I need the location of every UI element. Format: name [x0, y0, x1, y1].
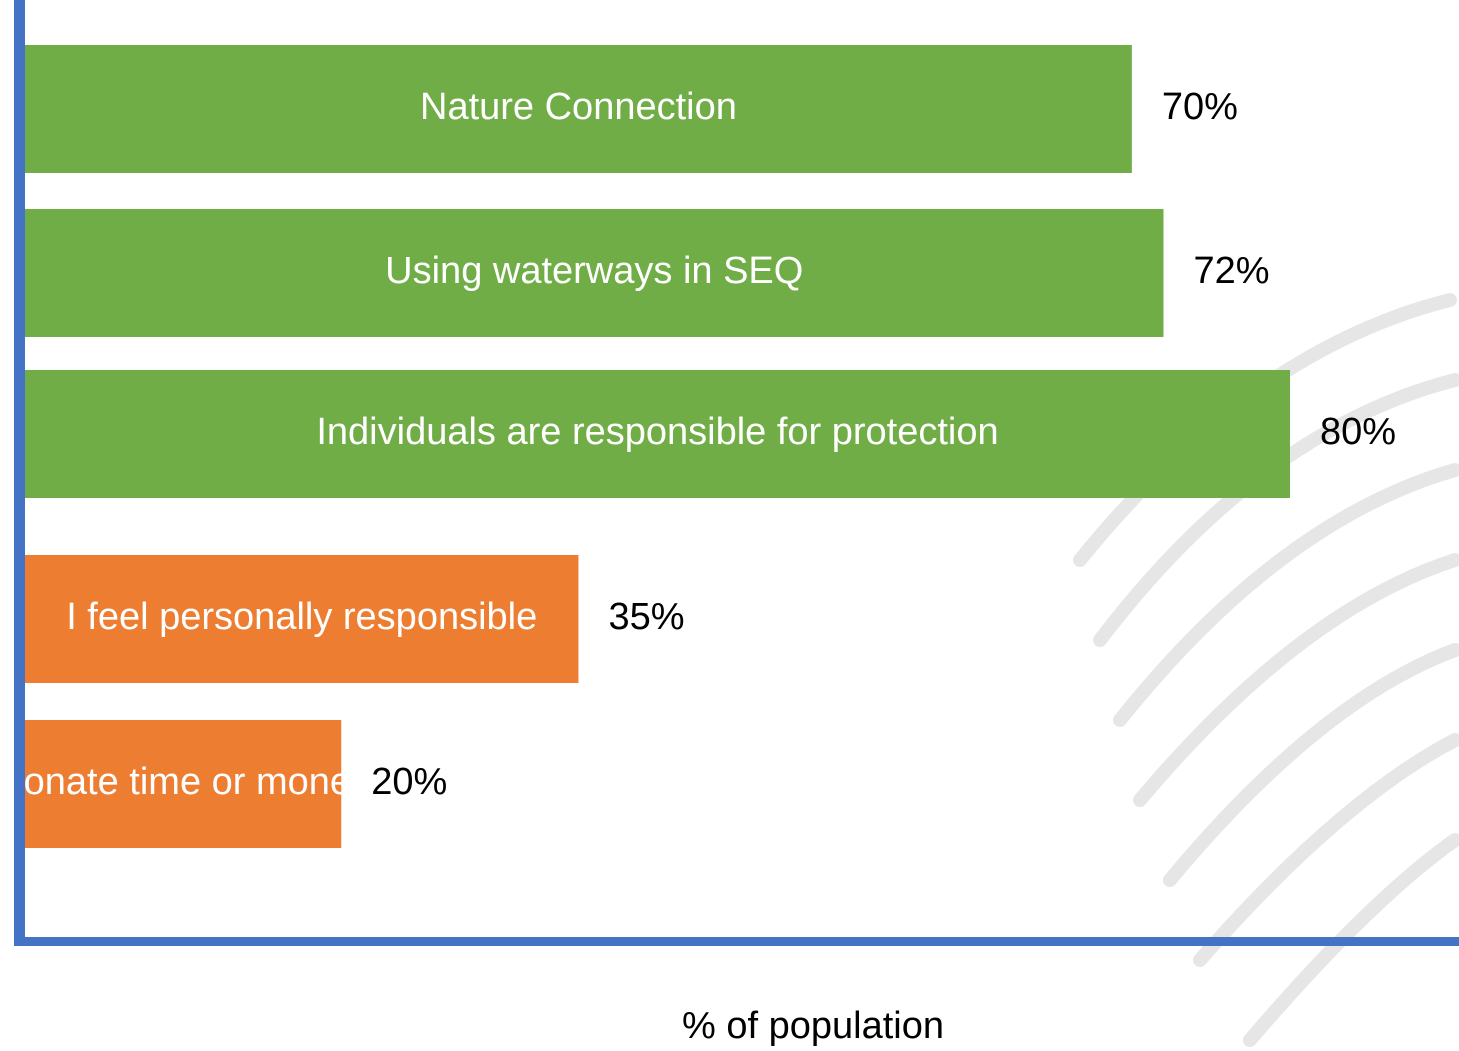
value-label: 35%	[608, 596, 684, 638]
bar	[25, 370, 1290, 498]
x-axis-label: % of population	[682, 1005, 944, 1047]
value-label: 80%	[1320, 411, 1396, 453]
bar-category-label: Donate time or money	[0, 761, 370, 803]
y-axis-line	[14, 0, 25, 946]
value-label: 72%	[1194, 250, 1270, 292]
x-axis-line	[14, 937, 1459, 946]
bar-category-label: Nature Connection	[420, 86, 737, 128]
bar	[25, 555, 579, 683]
bar	[25, 45, 1132, 173]
bar-category-label: Individuals are responsible for protecti…	[316, 411, 998, 453]
bar-category-label: Using waterways in SEQ	[385, 250, 803, 292]
value-label: 20%	[371, 761, 447, 803]
background-decoration	[1073, 293, 1459, 1047]
bar	[25, 209, 1164, 337]
bar	[25, 720, 342, 848]
bar-category-label: I feel personally responsible	[66, 596, 537, 638]
value-label: 70%	[1162, 86, 1238, 128]
